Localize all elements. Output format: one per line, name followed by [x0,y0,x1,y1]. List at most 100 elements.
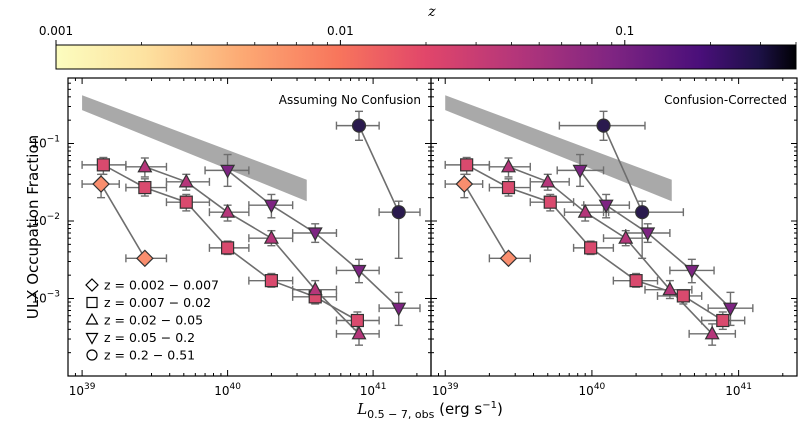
x-tick-base: 10 [214,384,229,398]
colorbar-gradient [55,44,797,70]
x-tick-exp: 40 [230,382,242,392]
panel-title: Confusion-Corrected [664,93,787,107]
x-axis-label-sub: 0.5 − 7, obs [367,408,434,421]
x-tick-exp: 39 [447,382,459,392]
data-point-triangle-down [572,164,588,179]
x-tick-base: 10 [69,384,84,398]
x-axis-label-main: L [356,400,367,418]
data-point-triangle-up [307,281,323,296]
data-point-circle [351,118,367,133]
data-point-triangle-up [351,325,367,340]
y-axis-label: ULX Occupation Fraction [24,135,42,319]
data-point-circle [596,118,611,133]
colorbar-label: z [427,4,436,20]
data-point-square [138,180,152,195]
data-point-triangle-up [500,158,517,173]
x-axis-label-units: (erg s [439,400,482,418]
data-point-square [264,274,278,288]
legend-marker-triangle-down [85,332,99,345]
legend-label: z = 0.007 − 0.02 [104,295,211,310]
x-tick-exp: 39 [84,382,96,392]
data-point-diamond [92,175,110,193]
data-point-square [501,180,516,195]
data-point-diamond [455,175,474,193]
model-band [82,95,307,202]
y-tick-exp: −3 [47,289,60,299]
data-point-triangle-up [540,173,556,188]
data-point-triangle-down [351,264,367,279]
colorbar-tick-label: 0.001 [39,24,73,38]
legend-marker-square [86,296,98,309]
x-tick-label: 1040 [579,382,606,398]
series-line [463,183,510,259]
ticks [430,78,797,377]
x-tick-exp: 40 [594,382,606,392]
data-point-triangle-up [618,229,634,244]
data-point-triangle-down [220,164,236,179]
legend-marker-triangle-up [85,312,99,325]
data-point-triangle-down [598,199,614,214]
colorbar-ticks: 0.001 0.01 0.1 [39,24,797,45]
data-point-square [716,313,730,328]
y-tick-label: 10−1 [31,134,60,150]
data-point-triangle-up [662,281,678,296]
x-axis-label-units-close: ) [497,400,503,418]
axes-frame [430,77,798,377]
y-tick-label: 10−3 [31,289,60,305]
legend-label: z = 0.2 − 0.51 [104,348,195,363]
plot-area [81,95,421,346]
x-axis-label: L0.5 − 7, obs (erg s−1) [356,400,503,421]
plot-area [444,95,754,346]
data-point-triangle-up [220,203,236,218]
y-tick-base: 10 [31,136,46,150]
data-point-triangle-up [263,229,279,244]
data-point-square [350,313,364,328]
model-band [445,95,672,202]
data-point-square [460,158,474,172]
legend-label: z = 0.002 − 0.007 [104,278,219,293]
panel-title: Assuming No Confusion [279,93,421,107]
data-point-square [221,241,235,255]
data-point-triangle-down [263,199,279,214]
y-tick-exp: −1 [47,134,60,144]
data-point-triangle-up [704,325,720,340]
data-point-triangle-down [307,227,323,242]
series-line [602,125,643,213]
legend-label: z = 0.02 − 0.05 [104,313,203,328]
data-point-circle [391,205,406,220]
legend-marker-diamond [85,278,99,292]
x-tick-label: 1039 [69,382,96,398]
x-tick-base: 10 [579,384,594,398]
legend-marker-circle [86,349,98,361]
y-tick-exp: −2 [47,212,60,222]
data-point-square [676,289,690,303]
data-point-triangle-down [722,302,738,317]
x-tick-exp: 41 [375,382,386,392]
x-tick-label: 1040 [214,382,241,398]
data-point-square [543,195,557,209]
legend-label: z = 0.05 − 0.2 [104,330,195,345]
data-point-triangle-up [178,173,194,188]
series-line [100,183,146,259]
x-tick-base: 10 [360,384,375,398]
y-tick-base: 10 [31,214,46,228]
colorbar: z 0.001 0.01 0.1 [39,4,797,70]
data-point-square [96,158,110,172]
x-axis-label-units-exp: −1 [482,400,497,411]
series-line [358,125,400,213]
colorbar-tick-label: 0.01 [327,24,354,38]
series-line [508,166,713,335]
data-point-triangle-up [137,158,153,173]
data-point-triangle-down [640,227,656,242]
x-tick-label: 1041 [360,382,387,398]
x-tick-base: 10 [432,384,447,398]
data-point-diamond [136,249,154,268]
legend: z = 0.002 − 0.007 z = 0.007 − 0.02 z = 0.0… [85,278,219,363]
data-point-triangle-up [577,203,593,218]
data-point-square [179,195,193,209]
x-tick-label: 1039 [432,382,459,398]
data-point-triangle-down [391,302,407,317]
x-tick-exp: 41 [741,382,752,392]
